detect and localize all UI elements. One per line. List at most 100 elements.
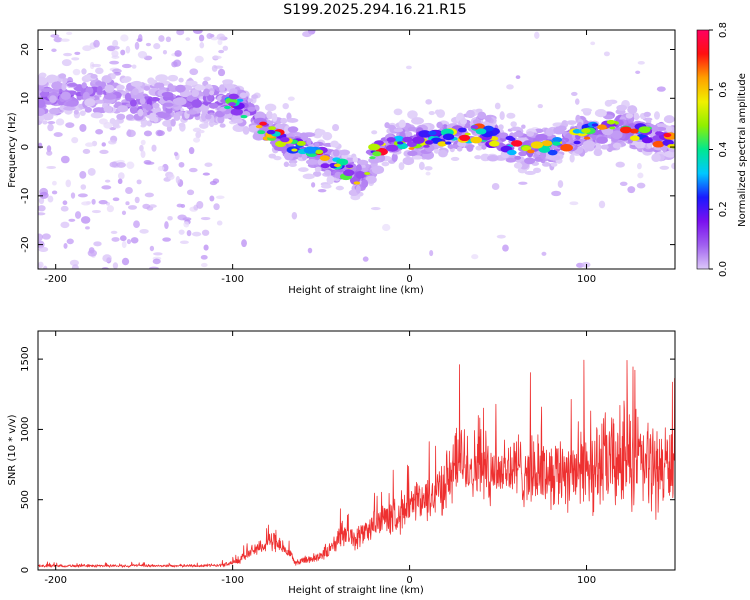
- colorbar: 0.0 0.2 0.4 0.6 0.8 Normalized spectral ampl…: [696, 22, 748, 277]
- spectrogram-noise-blob: [515, 75, 521, 80]
- spectrogram-band-blob: [209, 90, 215, 96]
- spectrogram-band-blob: [95, 81, 102, 86]
- spectrogram-noise-blob: [198, 34, 205, 42]
- spectrogram-band-blob: [526, 131, 535, 137]
- spectrogram-noise-blob: [171, 61, 178, 68]
- spectrogram-band-blob: [643, 111, 651, 117]
- spectrogram-peak-blob: [353, 181, 361, 185]
- spectrogram-band-blob: [125, 114, 134, 121]
- spectrogram-peak-blob: [425, 140, 434, 145]
- spectrogram-band-blob: [335, 185, 344, 191]
- spectrogram-noise-blob: [200, 216, 211, 221]
- spectrogram-peak-blob: [399, 146, 406, 149]
- spectrogram-noise-blob: [71, 264, 79, 269]
- spectrogram-noise-blob: [636, 162, 642, 170]
- spectrogram-noise-blob: [162, 237, 172, 242]
- spectrogram-noise-blob: [71, 136, 79, 144]
- spectrogram-peak-blob: [224, 105, 231, 110]
- spectrogram-noise-blob: [217, 39, 223, 46]
- spectrogram-noise-blob: [102, 254, 112, 263]
- figure-title: S199.2025.294.16.21.R15: [283, 2, 466, 18]
- spectrogram-noise-blob: [506, 84, 514, 90]
- spectrogram-band-blob: [205, 114, 212, 120]
- spectrogram-band-blob: [185, 80, 198, 86]
- spectrogram-band-blob: [48, 107, 60, 115]
- spectrogram-peak-blob: [397, 141, 404, 145]
- spectrogram-band-blob: [175, 84, 186, 93]
- spectrogram-band-blob: [671, 162, 675, 170]
- spectrogram-band-blob: [510, 121, 517, 128]
- spectrogram-noise-blob: [65, 122, 75, 129]
- spectrogram-band-blob: [580, 108, 593, 113]
- spectrogram-noise-blob: [121, 257, 130, 266]
- spectrogram-noise-blob: [61, 59, 72, 67]
- spectrogram-noise-blob: [178, 229, 185, 235]
- spectrogram-noise-blob: [203, 244, 209, 251]
- spectrogram-band-blob: [475, 108, 483, 113]
- spectrogram-band-blob: [222, 79, 234, 85]
- spectrogram-band-blob: [58, 73, 67, 79]
- spectrogram-noise-blob: [291, 211, 298, 220]
- spectrogram-band-blob: [38, 72, 47, 78]
- spectrogram-band-blob: [474, 155, 482, 160]
- spectrogram-noise-blob: [93, 39, 100, 48]
- spectrogram-band-blob: [604, 99, 613, 107]
- spectrogram-band-blob: [466, 109, 475, 119]
- spectrogram-noise-blob: [148, 204, 157, 208]
- spectrogram-band-blob: [63, 106, 76, 111]
- spectrogram-band-blob: [90, 74, 98, 79]
- spectrogram-noise-blob: [173, 151, 179, 157]
- spectrogram-noise-blob: [189, 68, 199, 76]
- spectrogram-band-blob: [472, 119, 481, 125]
- spectrogram-noise-blob: [117, 172, 125, 180]
- spectrogram-band-blob: [283, 161, 290, 168]
- spectrogram-peak-blob: [259, 121, 267, 126]
- spectrogram-noise-blob: [151, 144, 157, 152]
- spectrogram-noise-blob: [60, 221, 70, 229]
- spectrogram-noise-blob: [429, 249, 434, 257]
- spectrogram-peak-blob: [296, 140, 306, 146]
- spectrogram-band-blob: [391, 153, 398, 162]
- spectrogram-band-blob: [124, 92, 132, 101]
- spectrogram-band-blob: [208, 102, 219, 109]
- spectrogram-noise-blob: [106, 45, 116, 52]
- spectrogram-band-blob: [332, 149, 340, 157]
- spectrogram-peak-blob: [470, 136, 483, 144]
- spectrogram-peak-blob: [372, 151, 382, 157]
- spectrogram-noise-blob: [370, 207, 381, 211]
- spectrogram-peak-blob: [336, 158, 349, 166]
- spectrogram-peak-blob: [364, 172, 371, 175]
- spectrogram-band-blob: [41, 88, 54, 93]
- spectrogram-noise-blob: [570, 91, 578, 97]
- snr-y-tick-label: 500: [20, 490, 31, 509]
- spectrogram-band-blob: [191, 89, 200, 98]
- spectrogram-noise-blob: [99, 118, 108, 125]
- spectrogram-peak-blob: [527, 149, 535, 154]
- spectrogram-band-blob: [103, 93, 117, 100]
- snr-y-tick-label: 1000: [20, 417, 31, 442]
- spectrogram-peak-blob: [314, 149, 324, 154]
- spectrogram-noise-blob: [200, 262, 208, 268]
- spectrogram-band-blob: [247, 106, 256, 112]
- spectrogram-band-blob: [459, 118, 468, 125]
- spectrogram-marks: [38, 30, 675, 269]
- spectrogram-noise-blob: [53, 37, 63, 43]
- spectrogram-noise-blob: [38, 142, 43, 149]
- spectrogram-band-blob: [312, 171, 322, 177]
- spectrogram-band-blob: [84, 98, 96, 107]
- spectrogram-peak-blob: [228, 102, 237, 107]
- spectrogram-band-blob: [217, 115, 225, 124]
- spectrogram-band-blob: [513, 162, 523, 169]
- spectrogram-noise-blob: [46, 165, 57, 170]
- spectrogram-noise-blob: [637, 61, 645, 65]
- spectrogram-band-blob: [352, 156, 358, 163]
- spectrogram-noise-blob: [189, 167, 198, 173]
- spectrogram-band-blob: [456, 146, 463, 152]
- spectrogram-noise-blob: [91, 63, 102, 68]
- snr-x-ticks: -200 -100 0 100: [44, 331, 596, 586]
- spectrogram-noise-blob: [502, 244, 509, 252]
- spectrogram-band-blob: [398, 162, 405, 171]
- spectrogram-band-blob: [305, 158, 318, 165]
- spectrogram-band-blob: [298, 167, 309, 172]
